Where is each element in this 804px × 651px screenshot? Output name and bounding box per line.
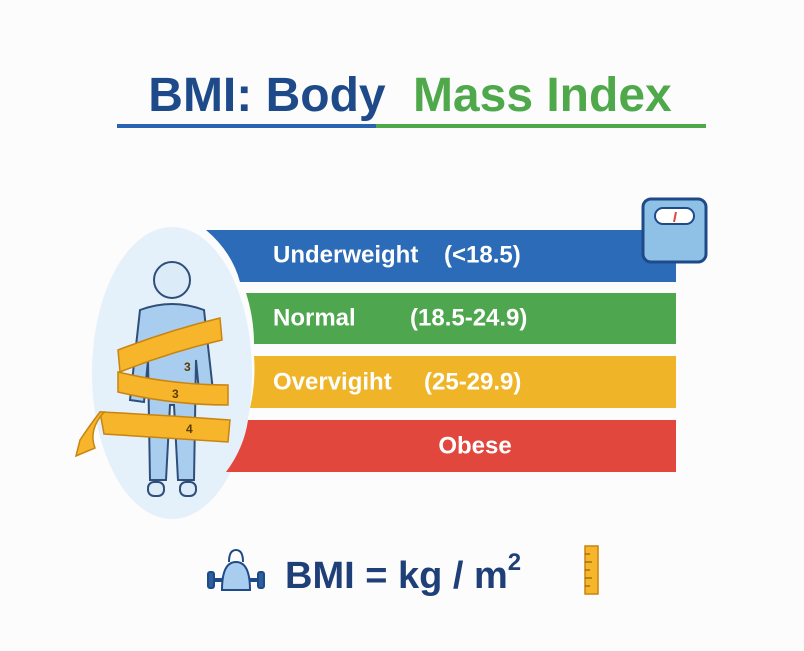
kettlebell-icon <box>207 548 265 591</box>
category-name: Underweight <box>273 241 418 268</box>
title-part2: Mass Index <box>413 69 672 122</box>
band-obese <box>226 420 676 472</box>
category-name: Overvigiht <box>273 368 392 395</box>
band-overweight <box>250 356 676 408</box>
ruler-icon <box>584 545 599 595</box>
band-normal <box>246 293 676 344</box>
tape-label: 3 <box>184 360 191 374</box>
formula-text: BMI = kg / m <box>285 555 508 597</box>
category-range: (18.5-24.9) <box>410 304 527 331</box>
category-name: Obese <box>438 432 511 459</box>
tape-label: 3 <box>172 387 179 401</box>
formula: BMI = kg / m2 <box>285 549 521 597</box>
scale-icon <box>641 197 708 264</box>
tape-measure <box>74 317 231 458</box>
category-range: (25-29.9) <box>424 368 521 395</box>
title-part1: BMI: Body <box>148 69 386 122</box>
band-underweight <box>206 230 676 282</box>
title: BMI: Body Mass Index <box>148 69 672 122</box>
category-name: Normal <box>273 304 356 331</box>
category-range: (<18.5) <box>444 241 521 268</box>
tape-label: 4 <box>186 422 193 436</box>
formula-superscript: 2 <box>508 549 521 576</box>
